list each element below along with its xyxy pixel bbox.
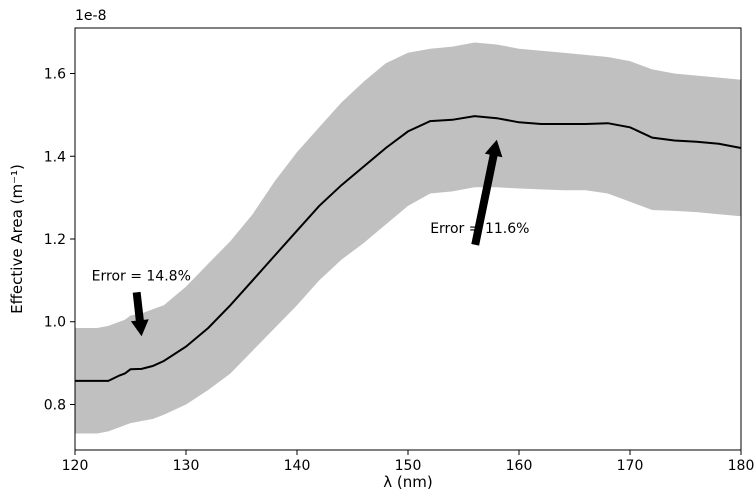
error-band-layer [75, 42, 741, 434]
x-axis-ticks: 120 130 140 150 160 170 180 [62, 450, 754, 474]
x-tick-label: 170 [617, 458, 644, 474]
error-band-0 [75, 42, 741, 434]
annotation-layer: Error = 14.8%Error = 11.6% [92, 139, 529, 337]
x-tick-label: 140 [284, 458, 311, 474]
error-annotation-label: Error = 14.8% [92, 268, 191, 284]
x-tick-label: 180 [728, 458, 754, 474]
effective-area-line-0 [75, 115, 742, 382]
x-tick-label: 160 [506, 458, 533, 474]
annotation-arrow-icon [130, 291, 149, 337]
y-tick-label: 0.8 [44, 397, 66, 413]
y-axis-label: Effective Area (m⁻¹) [8, 164, 26, 314]
x-tick-label: 150 [395, 458, 422, 474]
annotation-arrow-icon [471, 139, 503, 246]
x-tick-label: 130 [173, 458, 200, 474]
y-tick-label: 1.4 [44, 149, 66, 165]
y-tick-label: 1.6 [44, 67, 66, 83]
y-tick-label: 1.0 [44, 315, 66, 331]
x-tick-label: 120 [62, 458, 89, 474]
y-tick-label: 1.2 [44, 232, 66, 248]
y-axis-offset-text: 1e-8 [75, 8, 106, 24]
x-axis-label: λ (nm) [383, 473, 432, 491]
y-axis-ticks: 0.8 1.0 1.2 1.4 1.6 [44, 67, 75, 413]
